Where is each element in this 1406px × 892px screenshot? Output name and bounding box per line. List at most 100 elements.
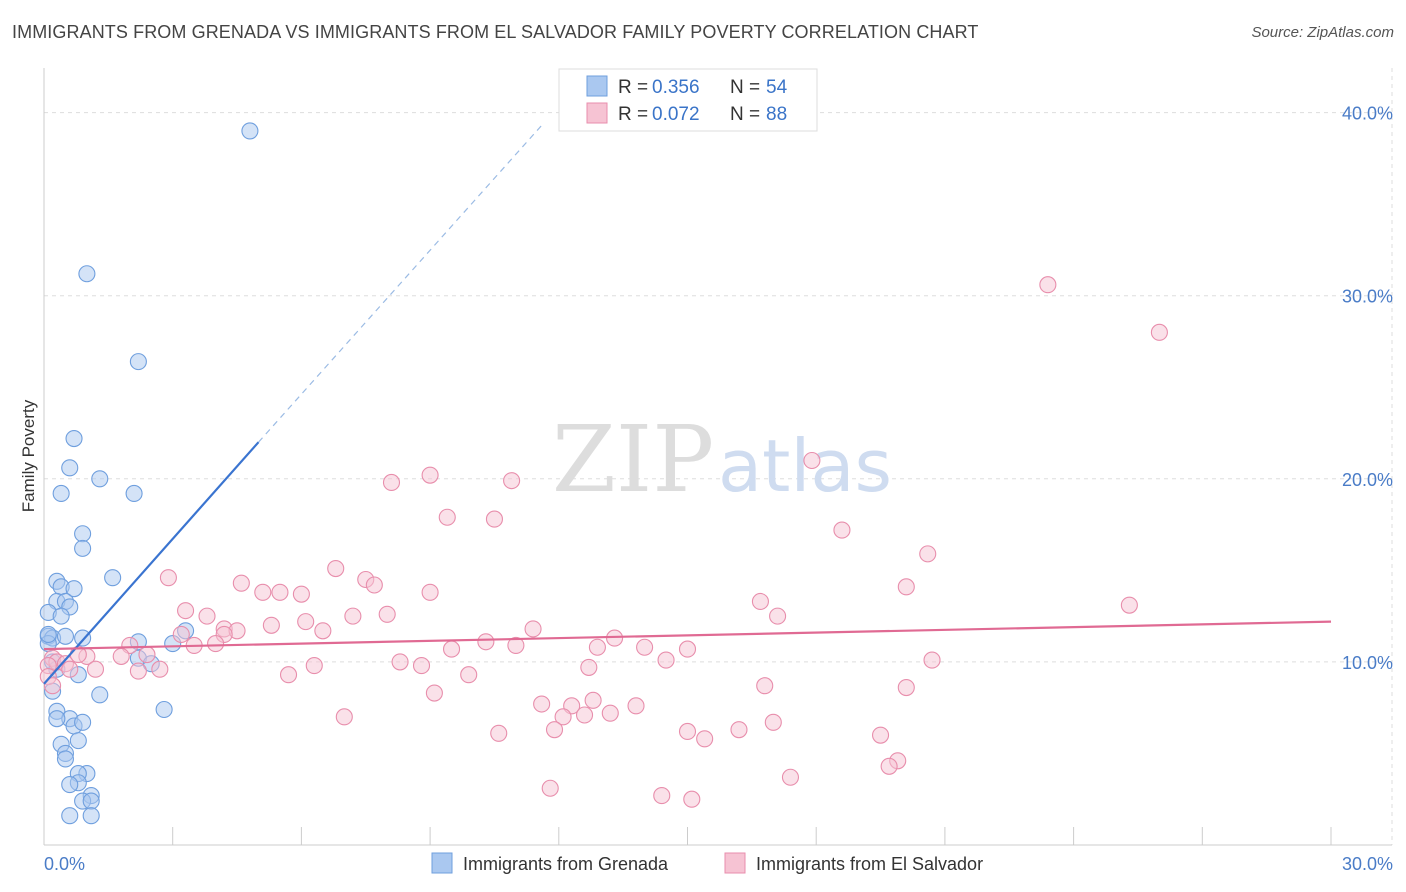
- point-el-salvador: [378, 605, 396, 623]
- series-legend: Immigrants from Grenada Immigrants from …: [431, 852, 983, 874]
- point-el-salvador: [507, 636, 525, 654]
- bottom-legend-label-grenada: Immigrants from Grenada: [463, 854, 669, 874]
- point-el-salvador: [678, 640, 697, 658]
- point-el-salvador: [678, 722, 697, 741]
- y-tick-label: 40.0%: [1342, 104, 1393, 124]
- point-el-salvador: [442, 640, 461, 658]
- point-el-salvador: [1039, 276, 1057, 294]
- x-tick-label: 30.0%: [1342, 854, 1393, 874]
- point-el-salvador: [833, 521, 851, 539]
- point-grenada: [78, 265, 96, 283]
- legend-swatch-el-salvador: [586, 102, 608, 124]
- point-el-salvador: [172, 625, 190, 643]
- point-el-salvador: [314, 622, 332, 640]
- bottom-legend-swatch-el-salvador: [724, 852, 746, 874]
- point-el-salvador: [382, 473, 401, 492]
- point-el-salvador: [438, 508, 456, 526]
- point-el-salvador: [292, 585, 310, 603]
- watermark-zip: ZIP: [552, 406, 714, 513]
- legend-n-value-el-salvador: 88: [766, 104, 787, 125]
- point-el-salvador: [485, 510, 504, 528]
- watermark-atlas: atlas: [718, 424, 892, 508]
- point-el-salvador: [477, 633, 495, 651]
- legend-n-label-el-salvador: N =: [730, 104, 760, 125]
- point-el-salvador: [764, 713, 782, 731]
- point-el-salvador: [524, 620, 542, 638]
- point-el-salvador: [129, 662, 147, 680]
- trend-line-grenada-extension: [258, 125, 543, 443]
- y-tick-label: 20.0%: [1342, 470, 1393, 490]
- point-grenada: [241, 122, 259, 140]
- point-el-salvador: [159, 569, 177, 587]
- point-grenada: [74, 629, 92, 647]
- point-el-salvador: [271, 583, 289, 601]
- point-grenada: [74, 525, 92, 543]
- point-el-salvador: [279, 666, 298, 684]
- point-el-salvador: [897, 678, 915, 697]
- point-grenada: [61, 807, 79, 825]
- point-el-salvador: [391, 653, 409, 671]
- point-grenada: [56, 627, 74, 645]
- point-grenada: [91, 686, 109, 704]
- point-grenada: [61, 776, 79, 794]
- point-el-salvador: [601, 704, 619, 722]
- y-tick-label: 10.0%: [1342, 653, 1393, 673]
- point-el-salvador: [781, 768, 800, 786]
- point-grenada: [52, 607, 70, 625]
- point-el-salvador: [554, 708, 572, 726]
- point-el-salvador: [657, 651, 675, 669]
- point-el-salvador: [61, 660, 79, 678]
- legend-n-label-grenada: N =: [730, 77, 760, 98]
- x-tick-labels: 0.0% 30.0%: [44, 854, 1393, 874]
- point-grenada: [65, 429, 83, 448]
- trend-line-grenada: [43, 441, 260, 685]
- point-el-salvador: [503, 472, 521, 490]
- point-el-salvador: [262, 616, 280, 634]
- point-el-salvador: [177, 602, 195, 620]
- point-el-salvador: [232, 574, 250, 592]
- y-tick-label: 30.0%: [1342, 287, 1393, 307]
- point-grenada: [155, 700, 173, 719]
- chart-title: IMMIGRANTS FROM GRENADA VS IMMIGRANTS FR…: [12, 22, 979, 42]
- point-grenada: [65, 580, 83, 598]
- x-tick-label: 0.0%: [44, 854, 85, 874]
- point-el-salvador: [112, 647, 130, 665]
- point-el-salvador: [541, 779, 559, 797]
- point-el-salvador: [365, 576, 383, 594]
- point-el-salvador: [1150, 323, 1168, 341]
- point-el-salvador: [880, 757, 898, 775]
- gridlines: [44, 68, 1393, 845]
- y-axis-title: Family Poverty: [19, 399, 38, 512]
- point-grenada: [129, 353, 147, 371]
- watermark: ZIP atlas: [552, 406, 892, 513]
- point-grenada: [125, 484, 143, 503]
- source-label: Source: ZipAtlas.com: [1251, 24, 1394, 41]
- point-el-salvador: [730, 721, 748, 739]
- point-el-salvador: [803, 451, 821, 470]
- point-el-salvador: [490, 724, 508, 742]
- point-el-salvador: [198, 607, 216, 625]
- point-el-salvador: [871, 726, 890, 744]
- point-grenada: [104, 569, 122, 587]
- point-el-salvador: [344, 607, 362, 625]
- point-el-salvador: [460, 666, 478, 684]
- point-el-salvador: [44, 677, 62, 695]
- point-el-salvador: [151, 660, 169, 678]
- point-grenada: [69, 732, 87, 750]
- legend-n-value-grenada: 54: [766, 77, 788, 98]
- point-el-salvador: [683, 790, 701, 808]
- point-el-salvador: [86, 660, 105, 678]
- point-grenada: [82, 807, 100, 825]
- point-grenada: [52, 484, 70, 503]
- point-el-salvador: [305, 657, 323, 675]
- point-el-salvador: [897, 578, 915, 596]
- legend-swatch-grenada: [586, 75, 608, 97]
- point-el-salvador: [653, 787, 671, 805]
- point-el-salvador: [751, 592, 769, 611]
- point-el-salvador: [756, 677, 774, 695]
- point-el-salvador: [327, 559, 345, 578]
- point-el-salvador: [297, 613, 315, 631]
- point-el-salvador: [335, 708, 353, 726]
- point-grenada: [91, 470, 109, 488]
